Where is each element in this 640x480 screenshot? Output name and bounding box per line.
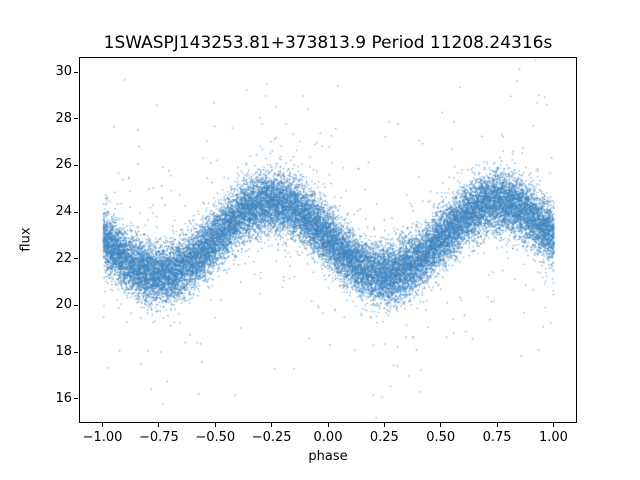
x-tick-mark bbox=[383, 423, 385, 427]
y-tick-mark bbox=[74, 118, 78, 120]
chart-title: 1SWASPJ143253.81+373813.9 Period 11208.2… bbox=[103, 33, 553, 53]
x-tick-label: −0.25 bbox=[251, 430, 292, 445]
x-axis-label: phase bbox=[308, 449, 348, 464]
y-tick-label: 24 bbox=[55, 204, 72, 219]
x-tick-mark bbox=[327, 423, 329, 427]
x-tick-mark bbox=[271, 423, 273, 427]
x-tick-mark bbox=[158, 423, 160, 427]
y-tick-mark bbox=[74, 351, 78, 353]
y-tick-mark bbox=[74, 211, 78, 213]
x-tick-mark bbox=[214, 423, 216, 427]
y-tick-mark bbox=[74, 164, 78, 166]
x-tick-mark bbox=[102, 423, 104, 427]
x-tick-label: 0.25 bbox=[369, 430, 399, 445]
y-tick-label: 26 bbox=[55, 157, 72, 173]
x-tick-label: 0.75 bbox=[482, 430, 512, 445]
y-tick-label: 28 bbox=[55, 110, 72, 126]
y-tick-label: 20 bbox=[55, 297, 72, 313]
y-tick-label: 30 bbox=[55, 64, 72, 79]
x-tick-label: 0.00 bbox=[313, 430, 343, 445]
x-tick-label: 0.50 bbox=[426, 430, 456, 445]
y-tick-mark bbox=[74, 258, 78, 260]
y-tick-label: 22 bbox=[55, 250, 72, 266]
x-tick-label: −0.75 bbox=[138, 430, 179, 445]
y-tick-mark bbox=[74, 398, 78, 400]
x-tick-mark bbox=[496, 423, 498, 427]
scatter-points-canvas bbox=[80, 58, 576, 422]
y-tick-mark bbox=[74, 71, 78, 73]
x-tick-label: 1.00 bbox=[538, 430, 568, 445]
x-tick-mark bbox=[440, 423, 442, 427]
y-tick-mark bbox=[74, 304, 78, 306]
y-tick-label: 16 bbox=[55, 390, 72, 406]
x-tick-label: −1.00 bbox=[82, 430, 123, 445]
x-tick-mark bbox=[552, 423, 554, 427]
y-tick-label: 18 bbox=[55, 344, 72, 359]
x-tick-label: −0.50 bbox=[195, 430, 236, 445]
